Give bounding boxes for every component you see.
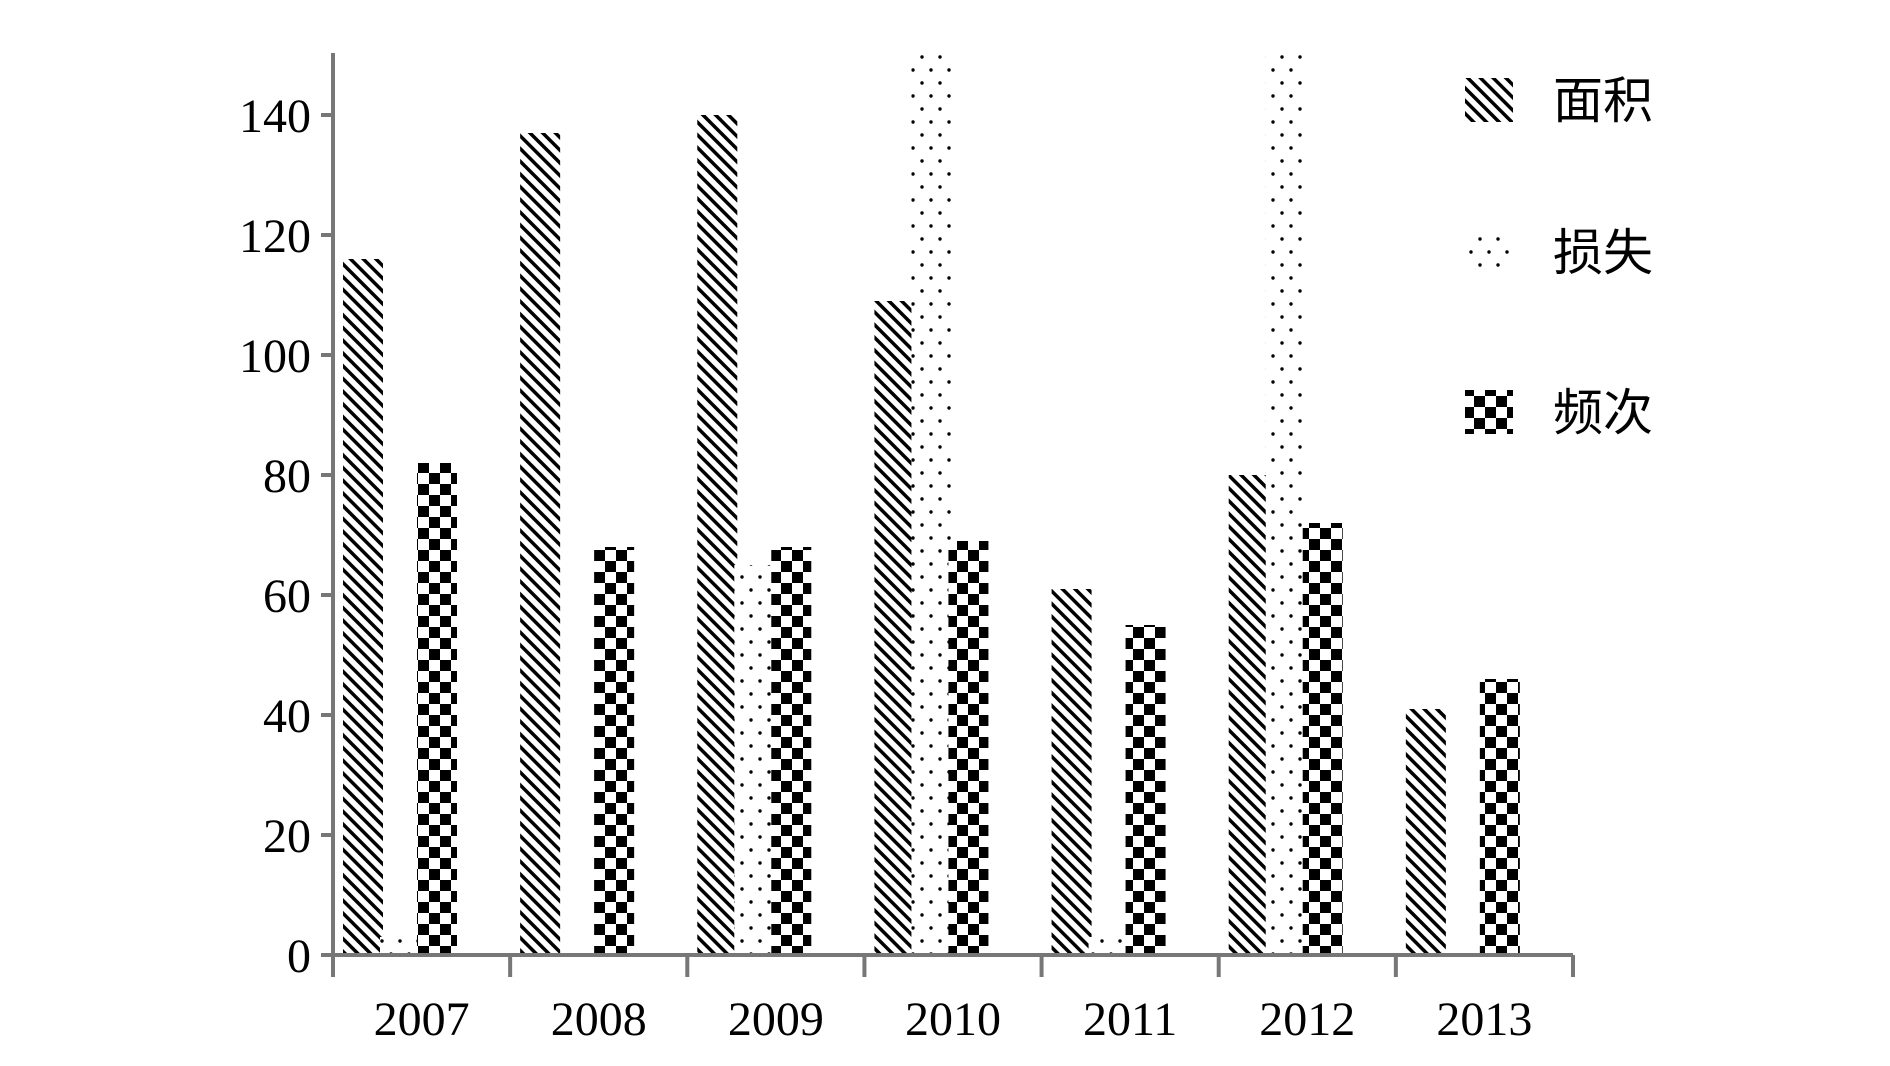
bar-损失-2009 bbox=[734, 565, 775, 955]
y-tick-label-120: 120 bbox=[239, 210, 311, 263]
bars-layer bbox=[343, 55, 1520, 955]
bar-面积-2008 bbox=[520, 133, 561, 955]
bar-损失-2007 bbox=[380, 937, 420, 955]
bar-频次-2011 bbox=[1125, 625, 1166, 955]
legend-swatch-面积 bbox=[1465, 78, 1513, 122]
x-tick-label-2013: 2013 bbox=[1436, 993, 1532, 1046]
legend-label-频次: 频次 bbox=[1553, 384, 1653, 442]
y-tick-label-40: 40 bbox=[263, 690, 311, 743]
x-tick-label-2009: 2009 bbox=[728, 993, 824, 1046]
bar-损失-2012 bbox=[1265, 55, 1306, 955]
axes-layer: 0 20 40 60 80 100 120 140 2007 2008 2009 2010 2011 20… bbox=[239, 53, 1575, 1046]
bar-面积-2011 bbox=[1051, 589, 1092, 955]
x-tick-label-2008: 2008 bbox=[551, 993, 647, 1046]
x-tick-label-2010: 2010 bbox=[905, 993, 1001, 1046]
x-tick-label-2007: 2007 bbox=[374, 993, 470, 1046]
bar-面积-2012 bbox=[1228, 475, 1269, 955]
legend-label-面积: 面积 bbox=[1553, 72, 1653, 130]
bar-面积-2013 bbox=[1405, 709, 1446, 955]
y-tick-label-0: 0 bbox=[287, 930, 311, 983]
bar-频次-2013 bbox=[1479, 679, 1520, 955]
legend-swatch-损失 bbox=[1465, 230, 1513, 274]
x-tick-label-2012: 2012 bbox=[1259, 993, 1355, 1046]
bar-频次-2008 bbox=[594, 547, 635, 955]
x-tick-label-2011: 2011 bbox=[1083, 993, 1177, 1046]
bar-损失-2011 bbox=[1088, 937, 1129, 955]
y-tick-label-140: 140 bbox=[239, 90, 311, 143]
bar-面积-2010 bbox=[874, 301, 915, 955]
bar-频次-2010 bbox=[948, 541, 989, 955]
bar-频次-2012 bbox=[1302, 523, 1343, 955]
bar-频次-2009 bbox=[771, 547, 812, 955]
y-tick-label-20: 20 bbox=[263, 810, 311, 863]
y-tick-label-60: 60 bbox=[263, 570, 311, 623]
y-tick-label-80: 80 bbox=[263, 450, 311, 503]
bar-面积-2007 bbox=[343, 259, 383, 955]
bar-面积-2009 bbox=[697, 115, 738, 955]
legend-label-损失: 损失 bbox=[1553, 224, 1653, 282]
bar-损失-2010 bbox=[911, 55, 952, 955]
y-tick-label-100: 100 bbox=[239, 330, 311, 383]
bar-频次-2007 bbox=[417, 463, 457, 955]
legend-swatch-频次 bbox=[1465, 390, 1513, 434]
